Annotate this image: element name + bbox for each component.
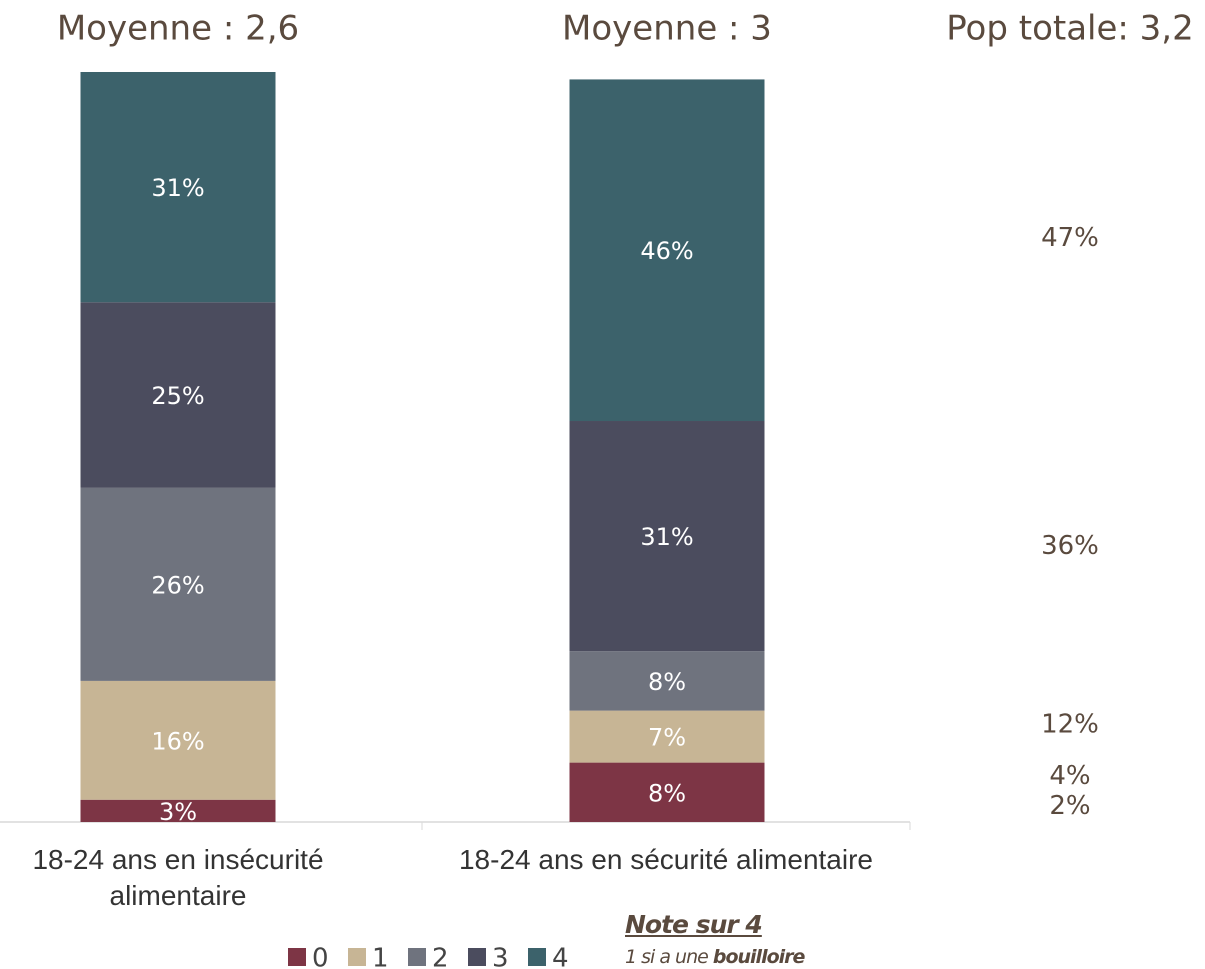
- legend-label: 1: [372, 944, 389, 969]
- legend-label: 2: [432, 944, 449, 969]
- legend-swatch: [288, 948, 306, 966]
- pop-label: 12%: [1041, 709, 1099, 739]
- legend-label: 3: [492, 944, 509, 969]
- data-label: 8%: [648, 779, 686, 807]
- legend-swatch: [348, 948, 366, 966]
- bar-segment: [569, 79, 765, 422]
- legend-swatch: [528, 948, 546, 966]
- x-tick-label: 18-24 ans en insécurité alimentaire: [32, 844, 324, 911]
- bar-segment: [569, 710, 765, 763]
- pop-label: 4%: [1049, 761, 1090, 791]
- bar-segment: [569, 651, 765, 711]
- data-label: 8%: [648, 668, 686, 696]
- data-label: 25%: [151, 382, 204, 410]
- note-text-main: 1 si a une: [625, 946, 709, 968]
- bar-segment: [569, 421, 765, 652]
- data-label: 26%: [151, 571, 204, 599]
- data-label: 31%: [640, 523, 693, 551]
- bar-segment: [80, 680, 276, 800]
- legend-swatch: [468, 948, 486, 966]
- note-emphasis: bouilloire: [712, 946, 806, 968]
- legend-label: 0: [312, 944, 329, 969]
- pop-label: 36%: [1041, 531, 1099, 561]
- data-label: 16%: [151, 727, 204, 755]
- data-label: 31%: [151, 174, 204, 202]
- category-title: Moyenne : 2,6: [57, 9, 299, 49]
- note-text: 1 si a une bouilloire: [625, 946, 806, 968]
- bar-segment: [80, 799, 276, 822]
- pop-label: 47%: [1041, 223, 1099, 253]
- bar-segment: [569, 762, 765, 822]
- legend-label: 4: [552, 944, 569, 969]
- category-title: Moyenne : 3: [562, 9, 772, 49]
- bar-segment: [80, 302, 276, 488]
- note-title: Note sur 4: [625, 910, 763, 939]
- x-tick-label: 18-24 ans en sécurité alimentaire: [458, 844, 873, 875]
- legend-swatch: [408, 948, 426, 966]
- data-label: 3%: [159, 798, 197, 826]
- pop-title: Pop totale: 3,2: [946, 9, 1193, 49]
- data-label: 7%: [648, 724, 686, 752]
- bar-segment: [80, 487, 276, 681]
- pop-label: 2%: [1049, 791, 1090, 821]
- bar-segment: [80, 72, 276, 303]
- data-label: 46%: [640, 237, 693, 265]
